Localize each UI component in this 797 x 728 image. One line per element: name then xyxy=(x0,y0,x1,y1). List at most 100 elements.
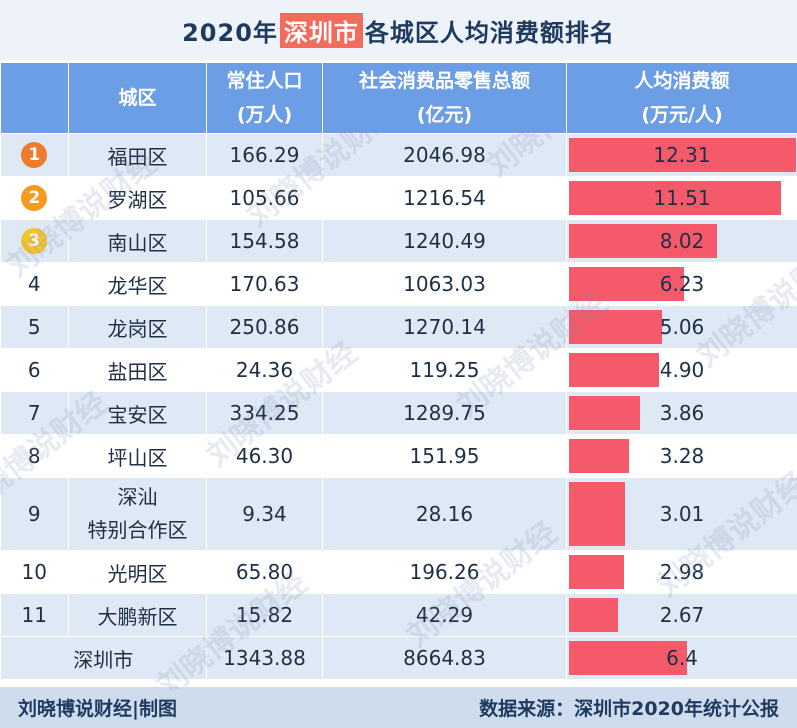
per-capita-bar xyxy=(569,310,662,344)
table-row: 1 福田区 166.29 2046.98 12.31 xyxy=(0,133,797,177)
header-row: 城区 常住人口 (万人) 社会消费品零售总额 (亿元) 人均消费额 (万元/人) xyxy=(0,62,797,134)
per-capita-value: 11.51 xyxy=(653,186,711,210)
district-cell: 坪山区 xyxy=(68,434,207,478)
title-prefix: 2020年 xyxy=(182,18,278,47)
per-capita-bar xyxy=(569,267,684,301)
retail-cell: 151.95 xyxy=(322,434,567,478)
district-cell: 盐田区 xyxy=(68,348,207,392)
header-per-capita: 人均消费额 (万元/人) xyxy=(566,62,797,134)
population-cell: 24.36 xyxy=(206,348,323,392)
table-row: 8 坪山区 46.30 151.95 3.28 xyxy=(0,434,797,478)
population-cell: 105.66 xyxy=(206,176,323,220)
per-capita-value: 2.98 xyxy=(659,560,705,584)
table-row: 7 宝安区 334.25 1289.75 3.86 xyxy=(0,391,797,435)
per-capita-value: 5.06 xyxy=(659,315,705,339)
per-capita-value: 8.02 xyxy=(659,229,705,253)
population-cell: 166.29 xyxy=(206,133,323,177)
per-capita-cell: 11.51 xyxy=(566,176,797,220)
per-capita-value: 12.31 xyxy=(653,143,711,167)
rank-cell: 6 xyxy=(0,348,69,392)
district-cell: 龙华区 xyxy=(68,262,207,306)
table-row: 3 南山区 154.58 1240.49 8.02 xyxy=(0,219,797,263)
per-capita-bar xyxy=(569,641,687,675)
per-capita-cell: 3.86 xyxy=(566,391,797,435)
district-cell: 福田区 xyxy=(68,133,207,177)
per-capita-cell: 5.06 xyxy=(566,305,797,349)
population-cell: 46.30 xyxy=(206,434,323,478)
total-row: 深圳市 1343.88 8664.83 6.4 xyxy=(0,636,797,680)
rank-cell: 10 xyxy=(0,550,69,594)
district-cell: 罗湖区 xyxy=(68,176,207,220)
population-cell: 15.82 xyxy=(206,593,323,637)
population-cell: 250.86 xyxy=(206,305,323,349)
total-retail-cell: 8664.83 xyxy=(322,636,567,680)
per-capita-value: 4.90 xyxy=(659,358,705,382)
footer: 刘晓博说财经|制图 数据来源：深圳市2020年统计公报 xyxy=(0,687,797,728)
table-row: 11 大鹏新区 15.82 42.29 2.67 xyxy=(0,593,797,637)
per-capita-cell: 12.31 xyxy=(566,133,797,177)
table-row: 2 罗湖区 105.66 1216.54 11.51 xyxy=(0,176,797,220)
retail-cell: 1270.14 xyxy=(322,305,567,349)
rank-cell: 7 xyxy=(0,391,69,435)
per-capita-value: 3.28 xyxy=(659,444,705,468)
total-district-cell: 深圳市 xyxy=(0,636,207,680)
table-row: 10 光明区 65.80 196.26 2.98 xyxy=(0,550,797,594)
district-cell: 大鹏新区 xyxy=(68,593,207,637)
rank-medal-icon: 3 xyxy=(21,228,48,255)
title-highlight: 深圳市 xyxy=(279,12,363,48)
rank-cell: 9 xyxy=(0,477,69,551)
retail-cell: 119.25 xyxy=(322,348,567,392)
district-cell: 南山区 xyxy=(68,219,207,263)
header-district: 城区 xyxy=(68,62,207,134)
per-capita-cell: 2.98 xyxy=(566,550,797,594)
per-capita-bar xyxy=(569,396,640,430)
per-capita-value: 3.01 xyxy=(659,501,705,526)
table-row: 6 盐田区 24.36 119.25 4.90 xyxy=(0,348,797,392)
footer-source: 数据来源：深圳市2020年统计公报 xyxy=(479,698,779,720)
district-cell: 龙岗区 xyxy=(68,305,207,349)
retail-cell: 1063.03 xyxy=(322,262,567,306)
district-cell: 深汕 特别合作区 xyxy=(68,477,207,551)
per-capita-bar xyxy=(569,353,659,387)
retail-cell: 1216.54 xyxy=(322,176,567,220)
table-row: 4 龙华区 170.63 1063.03 6.23 xyxy=(0,262,797,306)
rank-cell: 8 xyxy=(0,434,69,478)
per-capita-bar xyxy=(569,482,625,546)
retail-cell: 1240.49 xyxy=(322,219,567,263)
rank-cell: 3 xyxy=(0,219,69,263)
rank-cell: 5 xyxy=(0,305,69,349)
per-capita-value: 2.67 xyxy=(659,603,705,627)
total-population-cell: 1343.88 xyxy=(206,636,323,680)
rank-cell: 1 xyxy=(0,133,69,177)
rank-cell: 4 xyxy=(0,262,69,306)
retail-cell: 2046.98 xyxy=(322,133,567,177)
rank-medal-icon: 1 xyxy=(21,142,48,169)
per-capita-cell: 8.02 xyxy=(566,219,797,263)
per-capita-cell: 6.23 xyxy=(566,262,797,306)
rank-cell: 2 xyxy=(0,176,69,220)
table-body: 1 福田区 166.29 2046.98 12.31 2 罗湖区 105.66 1216.54 1… xyxy=(0,133,797,680)
per-capita-value: 6.23 xyxy=(659,272,705,296)
table-row: 9 深汕 特别合作区 9.34 28.16 3.01 xyxy=(0,477,797,551)
population-cell: 65.80 xyxy=(206,550,323,594)
per-capita-bar xyxy=(569,439,629,473)
footer-credit: 刘晓博说财经|制图 xyxy=(18,698,177,720)
population-cell: 334.25 xyxy=(206,391,323,435)
table-row: 5 龙岗区 250.86 1270.14 5.06 xyxy=(0,305,797,349)
retail-cell: 196.26 xyxy=(322,550,567,594)
per-capita-bar xyxy=(569,224,717,258)
per-capita-cell: 6.4 xyxy=(566,636,797,680)
population-cell: 9.34 xyxy=(206,477,323,551)
per-capita-cell: 2.67 xyxy=(566,593,797,637)
chart-title: 2020年 深圳市 各城区人均消费额排名 xyxy=(0,0,797,60)
district-cell: 光明区 xyxy=(68,550,207,594)
per-capita-bar xyxy=(569,555,624,589)
header-retail: 社会消费品零售总额 (亿元) xyxy=(322,62,567,134)
per-capita-cell: 3.01 xyxy=(566,477,797,551)
population-cell: 154.58 xyxy=(206,219,323,263)
population-cell: 170.63 xyxy=(206,262,323,306)
rank-cell: 11 xyxy=(0,593,69,637)
rank-medal-icon: 2 xyxy=(21,185,48,212)
per-capita-cell: 3.28 xyxy=(566,434,797,478)
retail-cell: 28.16 xyxy=(322,477,567,551)
